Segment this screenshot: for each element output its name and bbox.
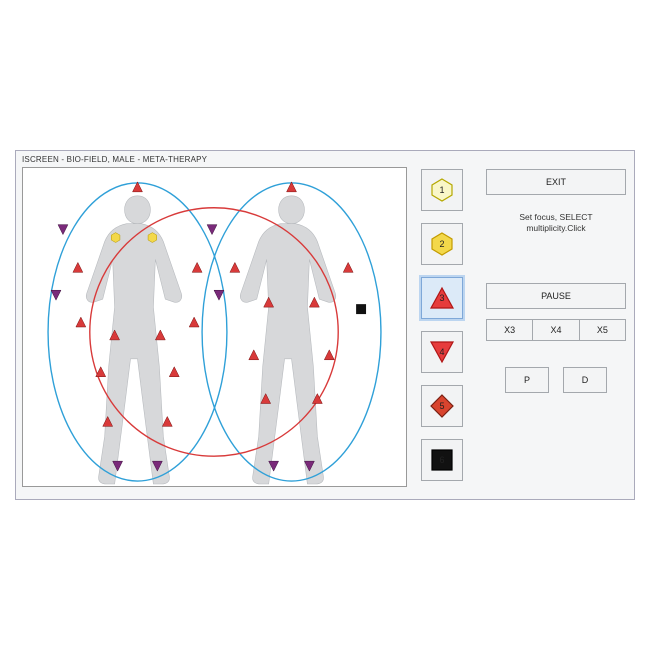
pause-button[interactable]: PAUSE bbox=[486, 283, 626, 309]
multiplier-x3[interactable]: X3 bbox=[486, 319, 533, 341]
pd-row: P D bbox=[486, 367, 626, 393]
legend-column: 1 2 3 4 5 6 bbox=[421, 169, 469, 499]
body-visualization[interactable] bbox=[23, 168, 406, 486]
d-button[interactable]: D bbox=[563, 367, 607, 393]
instruction-text: Set focus, SELECT multiplicity.Click bbox=[486, 205, 626, 241]
svg-text:5: 5 bbox=[439, 401, 444, 411]
bio-field-panel bbox=[22, 167, 407, 487]
exit-button[interactable]: EXIT bbox=[486, 169, 626, 195]
svg-text:1: 1 bbox=[439, 185, 444, 195]
legend-button-3[interactable]: 3 bbox=[421, 277, 463, 319]
svg-text:3: 3 bbox=[439, 293, 444, 303]
p-button[interactable]: P bbox=[505, 367, 549, 393]
legend-button-6[interactable]: 6 bbox=[421, 439, 463, 481]
controls-column: EXIT Set focus, SELECT multiplicity.Clic… bbox=[486, 169, 626, 499]
multiplier-row: X3X4X5 bbox=[486, 319, 626, 341]
legend-button-5[interactable]: 5 bbox=[421, 385, 463, 427]
svg-text:2: 2 bbox=[439, 239, 444, 249]
legend-button-1[interactable]: 1 bbox=[421, 169, 463, 211]
multiplier-x4[interactable]: X4 bbox=[533, 319, 579, 341]
svg-text:6: 6 bbox=[439, 455, 444, 465]
legend-button-4[interactable]: 4 bbox=[421, 331, 463, 373]
legend-button-2[interactable]: 2 bbox=[421, 223, 463, 265]
window-title: ISCREEN - BIO-FIELD, MALE - META-THERAPY bbox=[22, 155, 207, 164]
svg-text:4: 4 bbox=[439, 347, 444, 357]
app-window: ISCREEN - BIO-FIELD, MALE - META-THERAPY… bbox=[15, 150, 635, 500]
multiplier-x5[interactable]: X5 bbox=[580, 319, 626, 341]
